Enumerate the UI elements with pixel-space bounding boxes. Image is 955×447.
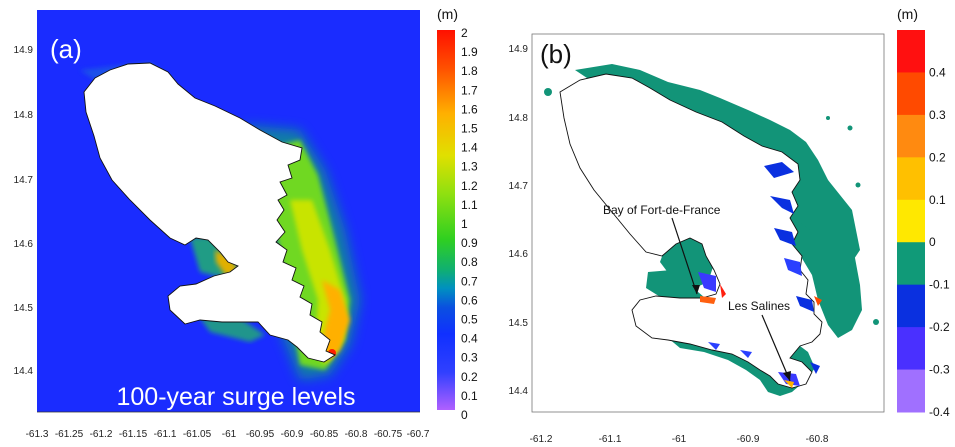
panel-a-y-tick: 14.8 (14, 110, 34, 121)
panel-a-colorbar-tick: 0.7 (461, 274, 478, 288)
panel-a-y-tick: 14.6 (14, 239, 34, 250)
panel-a-colorbar-tick: 0.9 (461, 236, 478, 250)
panel-a-colorbar-ramp (437, 30, 455, 410)
panel-a-colorbar: (m) 2 1.9 1.8 1.7 1.6 1.5 1.4 1.3 1.2 1.1 1 0.9 0.8 0… (437, 6, 478, 422)
panel-b-y-tick: 14.6 (509, 249, 529, 260)
panel-a-x-tick: -61.25 (55, 429, 84, 440)
panel-b-y-tick: 14.7 (509, 181, 529, 192)
panel-a-banner: 100-year surge levels (116, 383, 355, 411)
panel-a-x-tick: -61.1 (154, 429, 177, 440)
annotation-bay-arrow (671, 217, 698, 295)
panel-b-colorbar-tick: -0.4 (929, 405, 950, 419)
panel-b-y-tick: 14.8 (509, 113, 529, 124)
panel-a-colorbar-tick: 1 (461, 217, 468, 231)
panel-a-colorbar-tick: 0.5 (461, 313, 478, 327)
panel-a-colorbar-tick: 1.8 (461, 64, 478, 78)
panel-b-y-axis: 14.9 14.8 14.7 14.6 14.5 14.4 (509, 44, 529, 397)
panel-b-colorbar: (m) 0.4 0.3 0.2 0.1 0 -0.1 -0.2 -0.3 -0.4 (897, 6, 950, 419)
panel-a-x-tick: -60.95 (246, 429, 275, 440)
panel-a-colorbar-tick: 0.2 (461, 370, 478, 384)
panel-b-colorbar-unit: (m) (897, 6, 918, 22)
panel-b-y-tick: 14.4 (509, 386, 529, 397)
panel-a-x-tick: -61.2 (90, 429, 113, 440)
panel-a-x-tick: -61.05 (183, 429, 212, 440)
panel-b-colorbar-tick: 0.1 (929, 193, 946, 207)
panel-a: -61.3 -61.25 -61.2 -61.15 -61.1 -61.05 -… (14, 6, 478, 440)
panel-b-colorbar-bin (897, 369, 925, 413)
panel-a-y-axis: 14.9 14.8 14.7 14.6 14.5 14.4 (14, 45, 34, 377)
panel-b-annotation-salines: Les Salines (728, 299, 791, 382)
panel-b-colorbar-bin (897, 72, 925, 116)
panel-b-colorbar-tick: 0.2 (929, 150, 946, 164)
panel-a-x-tick: -60.85 (310, 429, 339, 440)
panel-b-y-tick: 14.9 (509, 44, 529, 55)
panel-b-colorbar-tick: 0 (929, 235, 936, 249)
panel-b-annotation-bay: Bay of Fort-de-France (603, 203, 721, 295)
panel-a-colorbar-tick: 1.1 (461, 198, 478, 212)
arrowhead-icon (783, 371, 791, 381)
panel-a-y-tick: 14.7 (14, 175, 34, 186)
panel-a-label: (a) (50, 34, 82, 64)
panel-a-x-tick: -61.3 (26, 429, 49, 440)
panel-a-colorbar-tick: 1.5 (461, 122, 478, 136)
panel-b-x-tick: -61.2 (530, 434, 553, 445)
panel-a-colorbar-tick: 0.6 (461, 293, 478, 307)
panel-a-colorbar-tick: 2 (461, 26, 468, 40)
panel-b-x-tick: -60.8 (806, 434, 829, 445)
panel-a-x-tick: -60.9 (281, 429, 304, 440)
panel-b-y-tick: 14.5 (509, 318, 529, 329)
panel-b-colorbar-bin (897, 199, 925, 243)
panel-a-island (83, 62, 336, 363)
panel-a-colorbar-tick: 0.3 (461, 351, 478, 365)
panel-a-colorbar-tick: 1.2 (461, 179, 478, 193)
panel-b-colorbar-bin (897, 284, 925, 328)
panel-b-colorbar-bin (897, 242, 925, 286)
panel-a-x-tick: -60.7 (407, 429, 430, 440)
annotation-salines-arrow (761, 314, 791, 382)
panel-b-x-axis: -61.2 -61.1 -61 -60.9 -60.8 (530, 434, 829, 445)
annotation-bay-label: Bay of Fort-de-France (603, 203, 721, 217)
panel-a-y-tick: 14.4 (14, 366, 34, 377)
panel-b-x-tick: -61.1 (599, 434, 622, 445)
panel-b-colorbar-tick: 0.4 (929, 65, 946, 79)
panel-b-colorbar-tick: 0.3 (929, 108, 946, 122)
panel-a-y-tick: 14.9 (14, 45, 34, 56)
panel-a-x-axis: -61.3 -61.25 -61.2 -61.15 -61.1 -61.05 -… (26, 411, 430, 440)
panel-a-colorbar-tick: 0.4 (461, 332, 478, 346)
panel-a-colorbar-tick: 0.1 (461, 389, 478, 403)
panel-b-colorbar-bin (897, 157, 925, 201)
panel-a-x-tick: -60.75 (374, 429, 403, 440)
panel-a-x-tick: -60.8 (345, 429, 368, 440)
panel-b-colorbar-tick: -0.3 (929, 363, 950, 377)
panel-a-colorbar-tick: 1.7 (461, 83, 478, 97)
panel-b-label: (b) (540, 39, 572, 69)
panel-b-colorbar-bin (897, 327, 925, 371)
panel-b-island (559, 73, 823, 389)
arrowhead-icon (692, 285, 700, 294)
panel-b-x-tick: -60.9 (737, 434, 760, 445)
panel-b-colorbar-bin (897, 114, 925, 158)
panel-a-colorbar-tick: 1.4 (461, 141, 478, 155)
annotation-salines-label: Les Salines (728, 299, 790, 313)
panel-a-x-tick: -61.15 (119, 429, 148, 440)
panel-b-x-tick: -61 (672, 434, 687, 445)
panel-b-colorbar-tick: -0.2 (929, 320, 950, 334)
panel-b-colorbar-tick: -0.1 (929, 278, 950, 292)
panel-a-colorbar-tick: 0 (461, 408, 468, 422)
panel-a-colorbar-tick: 1.6 (461, 102, 478, 116)
panel-a-x-tick: -61 (222, 429, 237, 440)
panel-a-colorbar-unit: (m) (437, 6, 458, 22)
panel-a-colorbar-tick: 1.9 (461, 45, 478, 59)
panel-b: -61.2 -61.1 -61 -60.9 -60.8 14.9 14.8 14… (509, 6, 950, 445)
panel-a-colorbar-tick: 1.3 (461, 160, 478, 174)
panel-b-colorbar-bin (897, 30, 925, 73)
panel-a-colorbar-tick: 0.8 (461, 255, 478, 269)
panel-a-y-tick: 14.5 (14, 303, 34, 314)
